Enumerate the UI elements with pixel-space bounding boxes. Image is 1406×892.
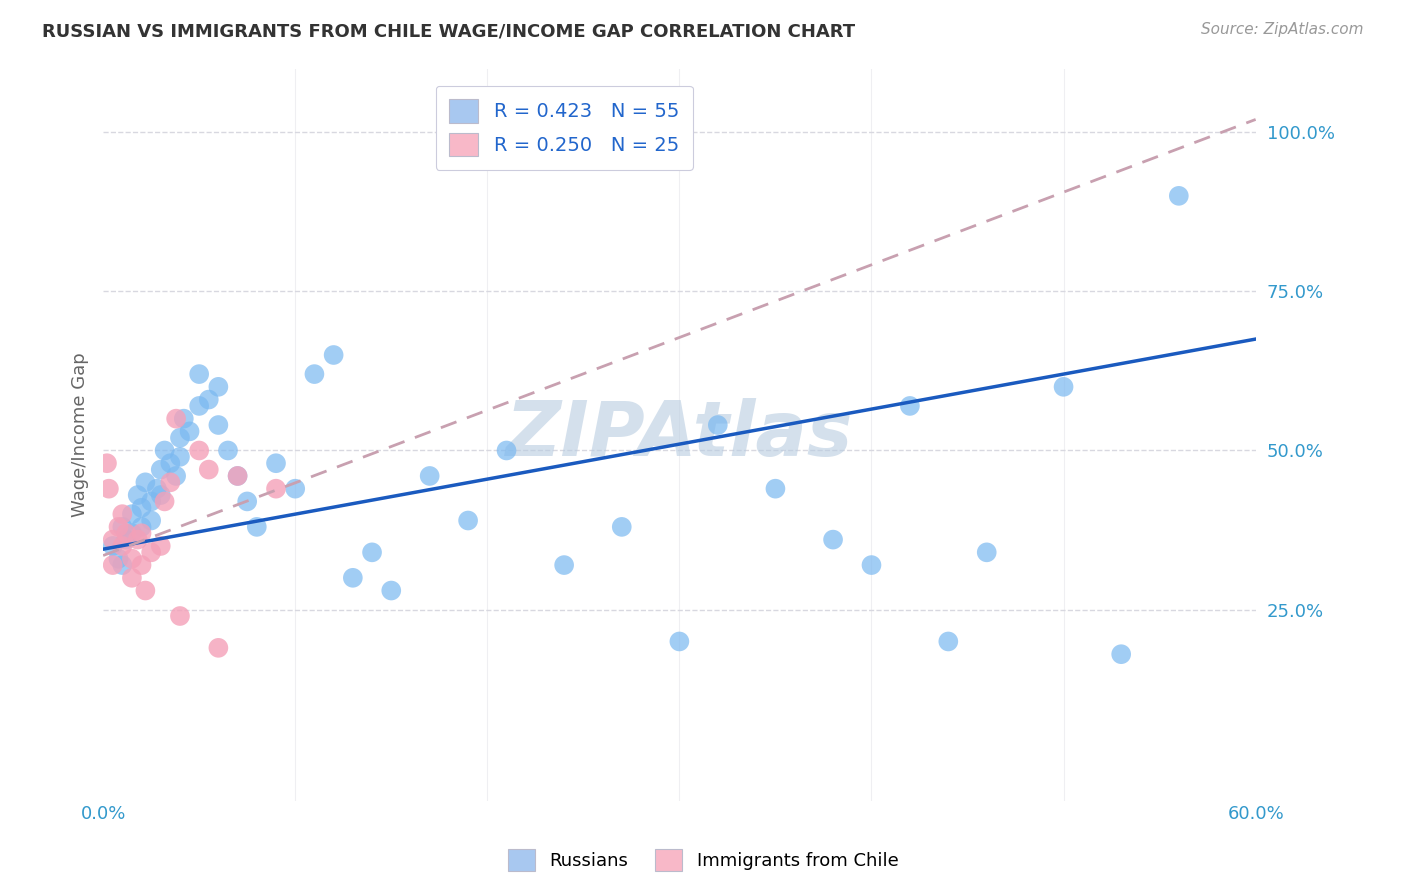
Point: [153, 443, 176, 458]
Y-axis label: Wage/Income Gap: Wage/Income Gap: [72, 352, 89, 517]
Point: [361, 545, 384, 559]
Point: [1167, 189, 1189, 203]
Point: [107, 520, 129, 534]
Point: [304, 367, 326, 381]
Point: [111, 507, 134, 521]
Point: [495, 443, 517, 458]
Point: [111, 520, 134, 534]
Point: [197, 392, 219, 407]
Point: [159, 456, 181, 470]
Point: [610, 520, 633, 534]
Legend: Russians, Immigrants from Chile: Russians, Immigrants from Chile: [501, 842, 905, 879]
Point: [101, 533, 124, 547]
Legend: R = 0.423   N = 55, R = 0.250   N = 25: R = 0.423 N = 55, R = 0.250 N = 25: [436, 86, 693, 170]
Point: [169, 431, 191, 445]
Text: RUSSIAN VS IMMIGRANTS FROM CHILE WAGE/INCOME GAP CORRELATION CHART: RUSSIAN VS IMMIGRANTS FROM CHILE WAGE/IN…: [42, 22, 855, 40]
Point: [1109, 647, 1132, 661]
Point: [236, 494, 259, 508]
Point: [149, 539, 172, 553]
Point: [765, 482, 787, 496]
Point: [134, 475, 156, 490]
Point: [342, 571, 364, 585]
Point: [149, 462, 172, 476]
Point: [179, 425, 201, 439]
Point: [457, 514, 479, 528]
Point: [146, 482, 169, 496]
Point: [188, 399, 211, 413]
Point: [823, 533, 845, 547]
Point: [380, 583, 402, 598]
Point: [159, 475, 181, 490]
Point: [322, 348, 344, 362]
Point: [284, 482, 307, 496]
Point: [121, 507, 143, 521]
Point: [207, 640, 229, 655]
Point: [936, 634, 959, 648]
Point: [131, 520, 153, 534]
Point: [860, 558, 883, 572]
Point: [111, 539, 134, 553]
Point: [217, 443, 239, 458]
Point: [96, 456, 118, 470]
Point: [131, 558, 153, 572]
Point: [131, 526, 153, 541]
Point: [97, 482, 120, 496]
Point: [419, 469, 441, 483]
Point: [134, 583, 156, 598]
Point: [207, 380, 229, 394]
Point: [121, 526, 143, 541]
Point: [127, 533, 149, 547]
Point: [898, 399, 921, 413]
Point: [121, 571, 143, 585]
Point: [131, 500, 153, 515]
Point: [115, 526, 138, 541]
Point: [149, 488, 172, 502]
Point: [141, 545, 163, 559]
Point: [188, 443, 211, 458]
Point: [107, 551, 129, 566]
Point: [121, 551, 143, 566]
Point: [169, 450, 191, 464]
Point: [1052, 380, 1074, 394]
Point: [226, 469, 249, 483]
Text: Source: ZipAtlas.com: Source: ZipAtlas.com: [1201, 22, 1364, 37]
Point: [264, 482, 287, 496]
Point: [226, 469, 249, 483]
Point: [197, 462, 219, 476]
Point: [246, 520, 269, 534]
Point: [111, 558, 134, 572]
Text: ZIPAtlas: ZIPAtlas: [506, 398, 853, 472]
Point: [127, 488, 149, 502]
Point: [264, 456, 287, 470]
Point: [153, 494, 176, 508]
Point: [165, 411, 187, 425]
Point: [207, 417, 229, 432]
Point: [165, 469, 187, 483]
Point: [101, 539, 124, 553]
Point: [553, 558, 575, 572]
Point: [141, 494, 163, 508]
Point: [141, 514, 163, 528]
Point: [707, 417, 730, 432]
Point: [173, 411, 195, 425]
Point: [668, 634, 690, 648]
Point: [101, 558, 124, 572]
Point: [976, 545, 998, 559]
Point: [115, 533, 138, 547]
Point: [169, 609, 191, 624]
Point: [188, 367, 211, 381]
